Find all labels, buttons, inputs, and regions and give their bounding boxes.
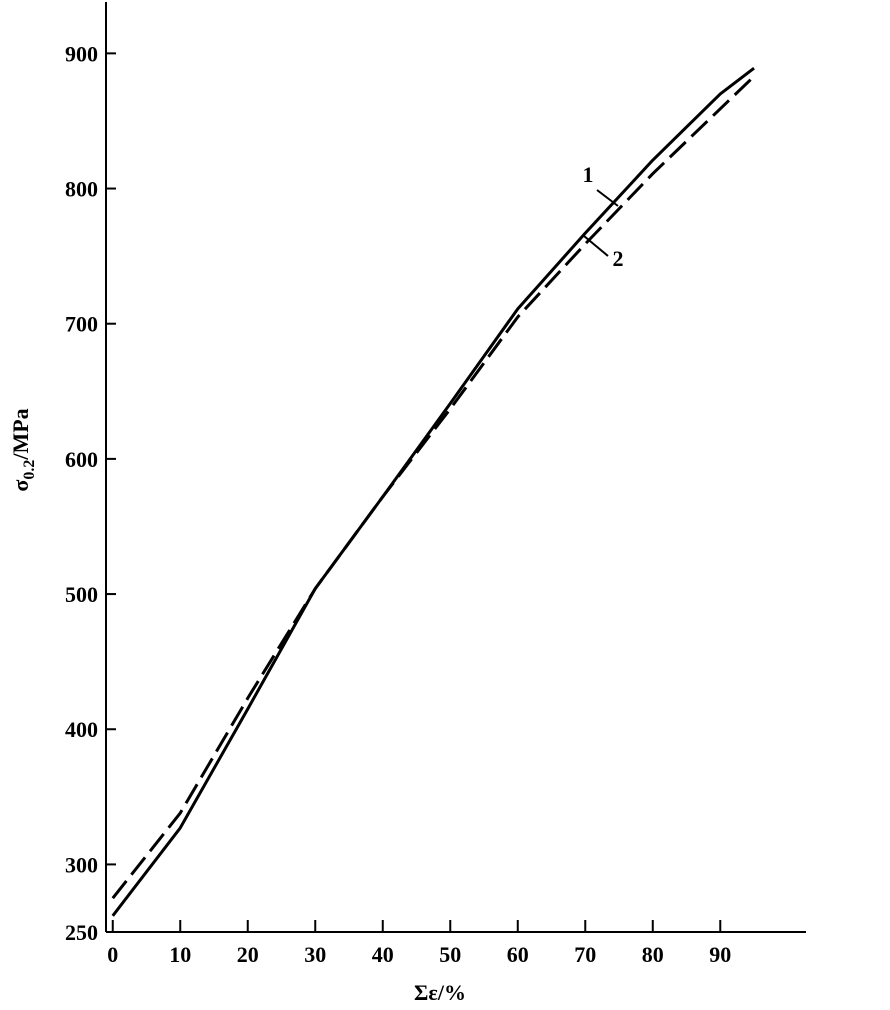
- x-axis-label: Σε/%: [414, 980, 466, 1005]
- x-tick-label: 60: [507, 942, 529, 967]
- x-tick-label: 80: [642, 942, 664, 967]
- x-tick-label: 40: [372, 942, 394, 967]
- x-tick-label: 70: [574, 942, 596, 967]
- series-label: 2: [613, 246, 624, 271]
- series-label: 1: [583, 162, 594, 187]
- x-tick-label: 50: [439, 942, 461, 967]
- y-tick-label: 700: [65, 312, 98, 337]
- y-tick-label: 600: [65, 447, 98, 472]
- y-tick-label: 900: [65, 41, 98, 66]
- y-label-unit: /MPa: [8, 408, 33, 460]
- y-tick-label: 800: [65, 177, 98, 202]
- leader-line: [583, 235, 609, 257]
- leader-line: [596, 189, 619, 207]
- x-tick-label: 0: [107, 942, 118, 967]
- x-tick-label: 10: [169, 942, 191, 967]
- y-axis-label: σ0.2/MPa: [8, 408, 38, 491]
- y-tick-label: 300: [65, 852, 98, 877]
- y-label-subscript: 0.2: [21, 460, 38, 480]
- y-label-symbol: σ: [8, 480, 33, 492]
- series-line: [111, 67, 755, 917]
- x-tick-label: 30: [304, 942, 326, 967]
- x-tick-label: 90: [709, 942, 731, 967]
- y-tick-label: 400: [65, 717, 98, 742]
- y-tick-label: 250: [65, 920, 98, 945]
- series-line: [111, 75, 756, 900]
- y-tick-label: 500: [65, 582, 98, 607]
- x-tick-label: 20: [237, 942, 259, 967]
